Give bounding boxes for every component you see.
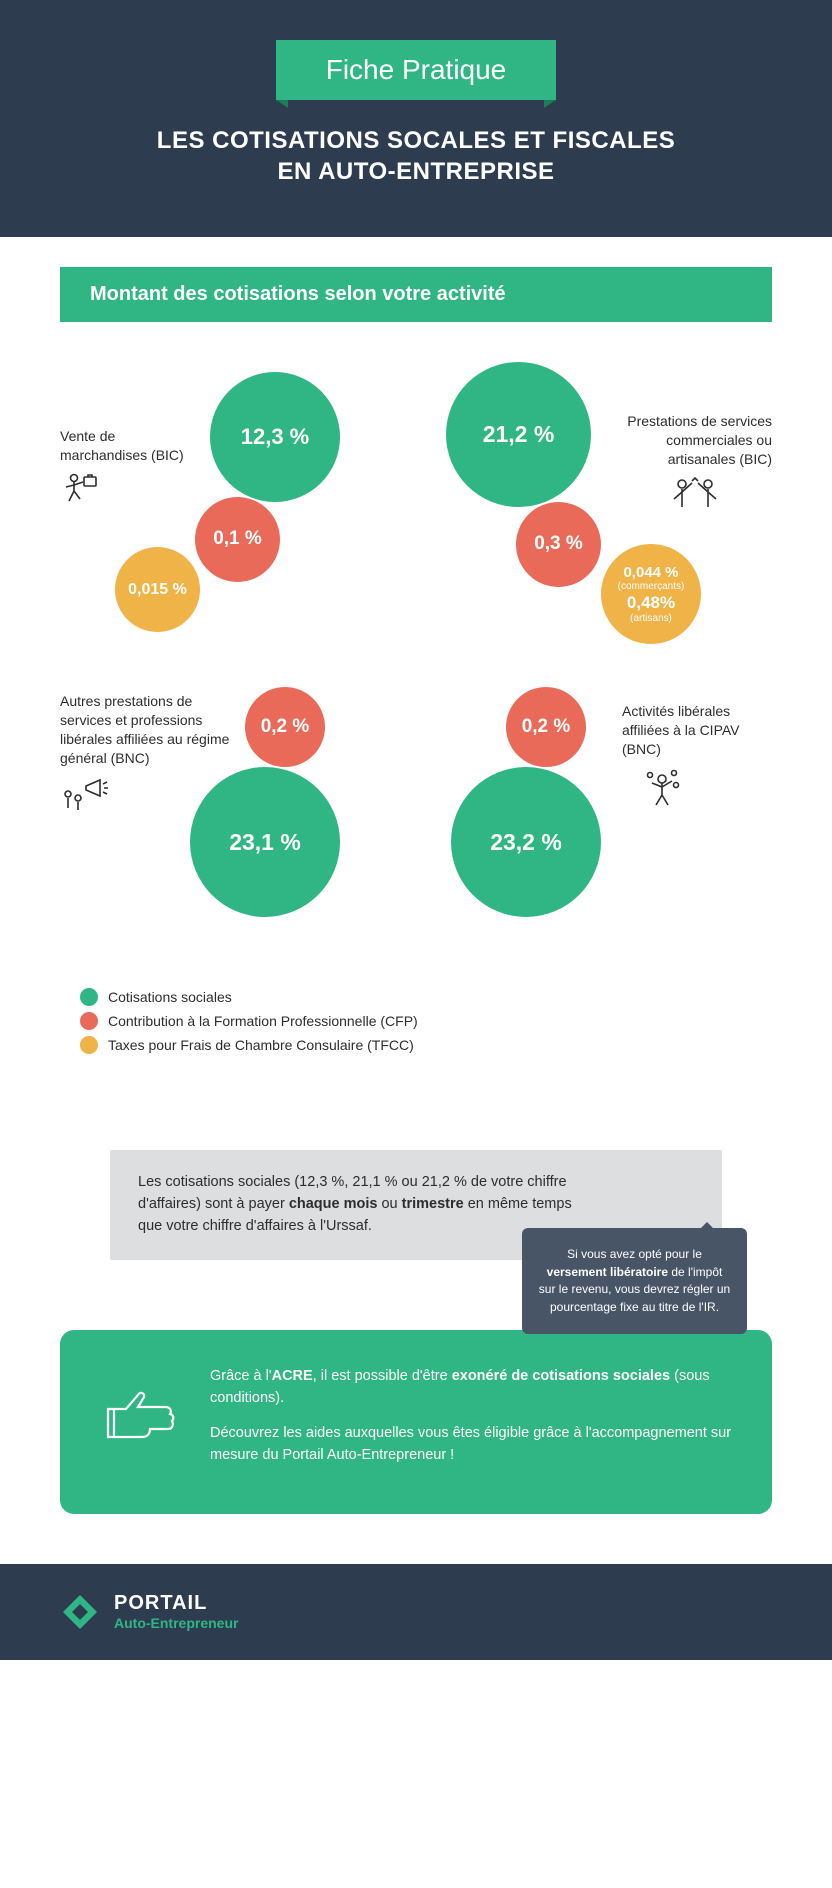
juggler-icon — [622, 767, 772, 818]
logo-icon — [60, 1592, 100, 1632]
legend-item: Contribution à la Formation Professionne… — [80, 1012, 752, 1030]
legend: Cotisations sociales Contribution à la F… — [0, 972, 832, 1100]
activity-vente-marchandises: Vente de marchandises (BIC) 12,3 % 0,1 %… — [60, 372, 406, 652]
legend-item: Taxes pour Frais de Chambre Consulaire (… — [80, 1036, 752, 1054]
activity-label: Vente de marchandises (BIC) — [60, 427, 190, 520]
circle-cfp: 0,1 % — [195, 497, 280, 582]
logo-text: PORTAIL Auto-Entrepreneur — [114, 1592, 238, 1631]
section-title: Montant des cotisations selon votre acti… — [60, 267, 772, 322]
notes-block: Les cotisations sociales (12,3 %, 21,1 %… — [110, 1150, 722, 1259]
ribbon-text: Fiche Pratique — [326, 54, 507, 85]
legend-item: Cotisations sociales — [80, 988, 752, 1006]
circle-tfcc: 0,044 % (commerçants) 0,48% (artisans) — [601, 544, 701, 644]
circle-cfp: 0,2 % — [245, 687, 325, 767]
circle-social: 21,2 % — [446, 362, 591, 507]
activity-prestations-bic: Prestations de services commerciales ou … — [426, 372, 772, 652]
title-line-1: LES COTISATIONS SOCALES ET FISCALES — [60, 125, 772, 156]
legend-dot-yellow — [80, 1036, 98, 1054]
acre-line-2: Découvrez les aides auxquelles vous êtes… — [210, 1422, 732, 1467]
circle-social: 23,2 % — [451, 767, 601, 917]
header: Fiche Pratique LES COTISATIONS SOCALES E… — [0, 0, 832, 237]
page-title: LES COTISATIONS SOCALES ET FISCALES EN A… — [60, 125, 772, 187]
briefcase-run-icon — [60, 473, 190, 520]
high-five-icon — [617, 477, 772, 522]
note-bubble: Si vous avez opté pour le versement libé… — [522, 1228, 747, 1334]
legend-dot-red — [80, 1012, 98, 1030]
circle-social: 23,1 % — [190, 767, 340, 917]
activity-label: Prestations de services commerciales ou … — [617, 412, 772, 522]
circle-cfp: 0,2 % — [506, 687, 586, 767]
pointing-hand-icon — [100, 1389, 180, 1454]
circle-cfp: 0,3 % — [516, 502, 601, 587]
activity-label: Activités libérales affiliées à la CIPAV… — [622, 702, 772, 818]
activity-autres-bnc: Autres prestations de services et profes… — [60, 692, 406, 942]
ribbon-title: Fiche Pratique — [276, 40, 557, 100]
activity-cipav-bnc: Activités libérales affiliées à la CIPAV… — [426, 692, 772, 942]
legend-dot-green — [80, 988, 98, 1006]
acre-line-1: Grâce à l'ACRE, il est possible d'être e… — [210, 1365, 732, 1410]
acre-text: Grâce à l'ACRE, il est possible d'être e… — [210, 1365, 732, 1479]
circle-social: 12,3 % — [210, 372, 340, 502]
footer: PORTAIL Auto-Entrepreneur — [0, 1564, 832, 1660]
acre-callout: Grâce à l'ACRE, il est possible d'être e… — [60, 1330, 772, 1514]
circle-tfcc: 0,015 % — [115, 547, 200, 632]
title-line-2: EN AUTO-ENTREPRISE — [60, 156, 772, 187]
activities-grid: Vente de marchandises (BIC) 12,3 % 0,1 %… — [0, 322, 832, 972]
